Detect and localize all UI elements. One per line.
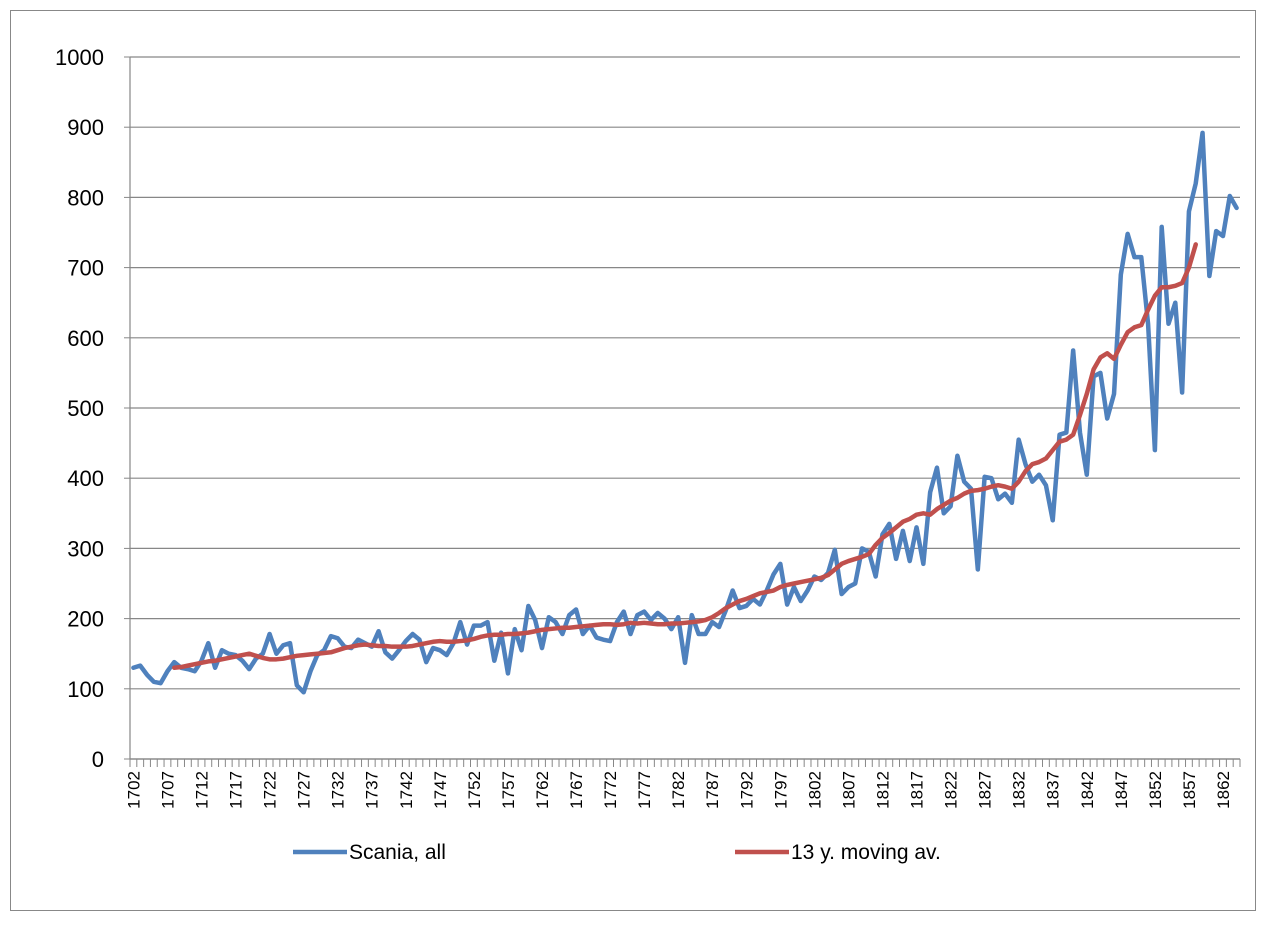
x-tick-label: 1717 [227, 771, 246, 809]
x-tick-label: 1852 [1146, 771, 1165, 809]
x-tick-label: 1742 [397, 771, 416, 809]
y-tick-label: 0 [92, 747, 104, 772]
y-tick-label: 600 [67, 326, 104, 351]
x-tick-label: 1707 [158, 771, 177, 809]
y-tick-label: 1000 [55, 45, 104, 70]
x-tick-label: 1767 [567, 771, 586, 809]
y-tick-label: 500 [67, 396, 104, 421]
x-tick-label: 1802 [805, 771, 824, 809]
x-tick-label: 1782 [669, 771, 688, 809]
x-tick-label: 1832 [1010, 771, 1029, 809]
legend-label: 13 y. moving av. [791, 841, 941, 864]
x-tick-label: 1847 [1112, 771, 1131, 809]
x-tick-label: 1737 [363, 771, 382, 809]
x-tick-label: 1792 [737, 771, 756, 809]
x-tick-label: 1752 [465, 771, 484, 809]
y-tick-label: 200 [67, 607, 104, 632]
x-tick-label: 1787 [703, 771, 722, 809]
y-tick-label: 800 [67, 185, 104, 210]
x-tick-label: 1757 [499, 771, 518, 809]
legend-item: Scania, all [293, 841, 446, 864]
x-tick-label: 1772 [601, 771, 620, 809]
x-tick-label: 1797 [771, 771, 790, 809]
x-tick-label: 1762 [533, 771, 552, 809]
chart-border [10, 10, 1256, 911]
x-tick-label: 1722 [261, 771, 280, 809]
x-tick-label: 1732 [329, 771, 348, 809]
x-tick-label: 1857 [1180, 771, 1199, 809]
x-tick-label: 1817 [908, 771, 927, 809]
y-tick-label: 700 [67, 256, 104, 281]
y-tick-label: 300 [67, 536, 104, 561]
y-tick-label: 100 [67, 677, 104, 702]
x-tick-label: 1827 [976, 771, 995, 809]
x-tick-label: 1747 [431, 771, 450, 809]
x-tick-label: 1702 [124, 771, 143, 809]
legend-label: Scania, all [349, 841, 446, 864]
x-tick-label: 1727 [295, 771, 314, 809]
x-tick-label: 1822 [942, 771, 961, 809]
y-tick-label: 900 [67, 115, 104, 140]
x-tick-label: 1837 [1044, 771, 1063, 809]
x-tick-label: 1777 [635, 771, 654, 809]
x-tick-label: 1842 [1078, 771, 1097, 809]
x-tick-label: 1862 [1214, 771, 1233, 809]
series-line [172, 242, 1198, 670]
legend-item: 13 y. moving av. [735, 841, 941, 864]
x-tick-label: 1812 [873, 771, 892, 809]
x-tick-label: 1712 [193, 771, 212, 809]
x-tick-label: 1807 [839, 771, 858, 809]
y-tick-label: 400 [67, 466, 104, 491]
